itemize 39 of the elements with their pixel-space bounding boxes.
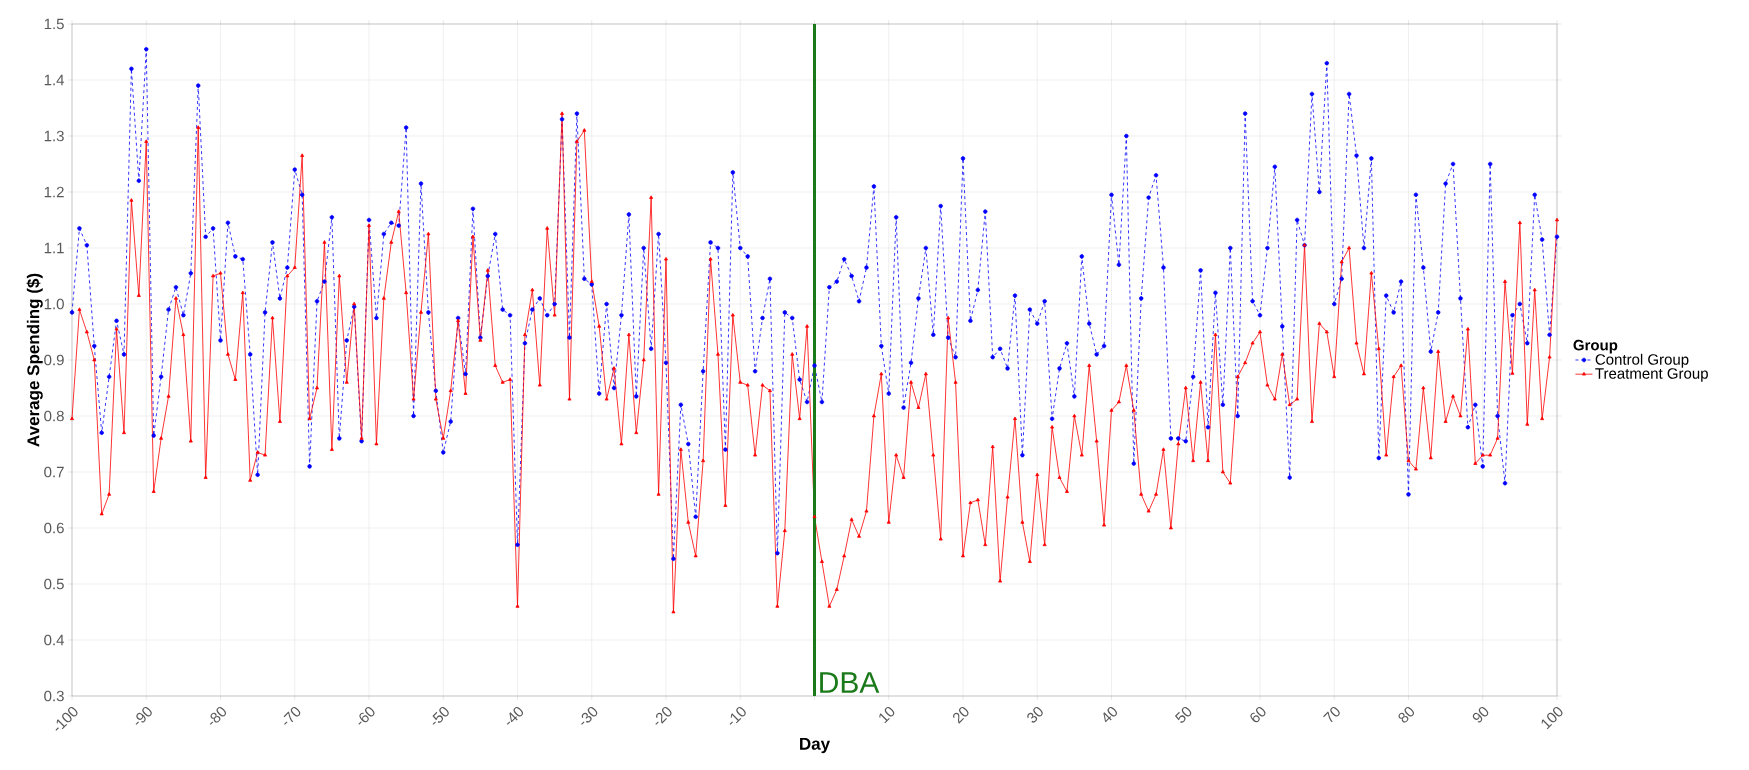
x-tick-label: -80	[209, 706, 227, 725]
y-tick-label: 0.7	[44, 466, 64, 478]
y-tick-label: 1.1	[44, 242, 64, 254]
ref-line-label: DBA	[820, 672, 880, 693]
legend-title: Group	[1573, 339, 1618, 354]
x-tick-label: -40	[506, 706, 524, 725]
y-tick-label: 1.2	[44, 186, 64, 198]
y-tick-label: 0.4	[44, 634, 65, 646]
y-tick-label: 1.0	[44, 298, 64, 310]
x-tick-label: -20	[655, 706, 672, 725]
x-tick-label: -50	[432, 706, 449, 725]
x-tick-label: 30	[1027, 706, 1043, 723]
y-tick-label: 1.3	[44, 130, 64, 142]
y-tick-label: 0.9	[44, 354, 64, 366]
legend-label: Control Group	[1595, 353, 1689, 368]
x-tick-label: -90	[135, 706, 152, 725]
x-tick-label: 20	[953, 706, 969, 724]
x-tick-label: 50	[1174, 706, 1192, 723]
x-tick-label: -30	[581, 706, 598, 725]
x-tick-label: -70	[283, 706, 301, 725]
x-tick-label: 70	[1323, 706, 1340, 723]
y-tick-label: 1.4	[44, 74, 65, 86]
y-tick-label: 0.5	[44, 578, 64, 590]
legend-label: Treatment Group	[1595, 368, 1708, 382]
y-axis-title: Average Spending ($)	[26, 273, 43, 447]
x-tick-label: 80	[1398, 706, 1415, 723]
x-tick-label: -100	[55, 706, 78, 731]
x-tick-label: 10	[879, 706, 895, 724]
x-axis-title: Day	[800, 737, 830, 754]
y-tick-label: 1.5	[44, 18, 64, 30]
x-tick-label: 90	[1472, 706, 1489, 723]
x-tick-label: 40	[1103, 706, 1118, 723]
x-tick-label: 100	[1541, 706, 1563, 730]
x-tick-label: 60	[1250, 706, 1266, 723]
y-tick-label: 0.3	[44, 690, 64, 702]
x-tick-label: -60	[358, 706, 375, 725]
y-tick-label: 0.8	[44, 410, 64, 422]
x-tick-label: -10	[729, 706, 746, 725]
y-tick-label: 0.6	[44, 522, 64, 534]
